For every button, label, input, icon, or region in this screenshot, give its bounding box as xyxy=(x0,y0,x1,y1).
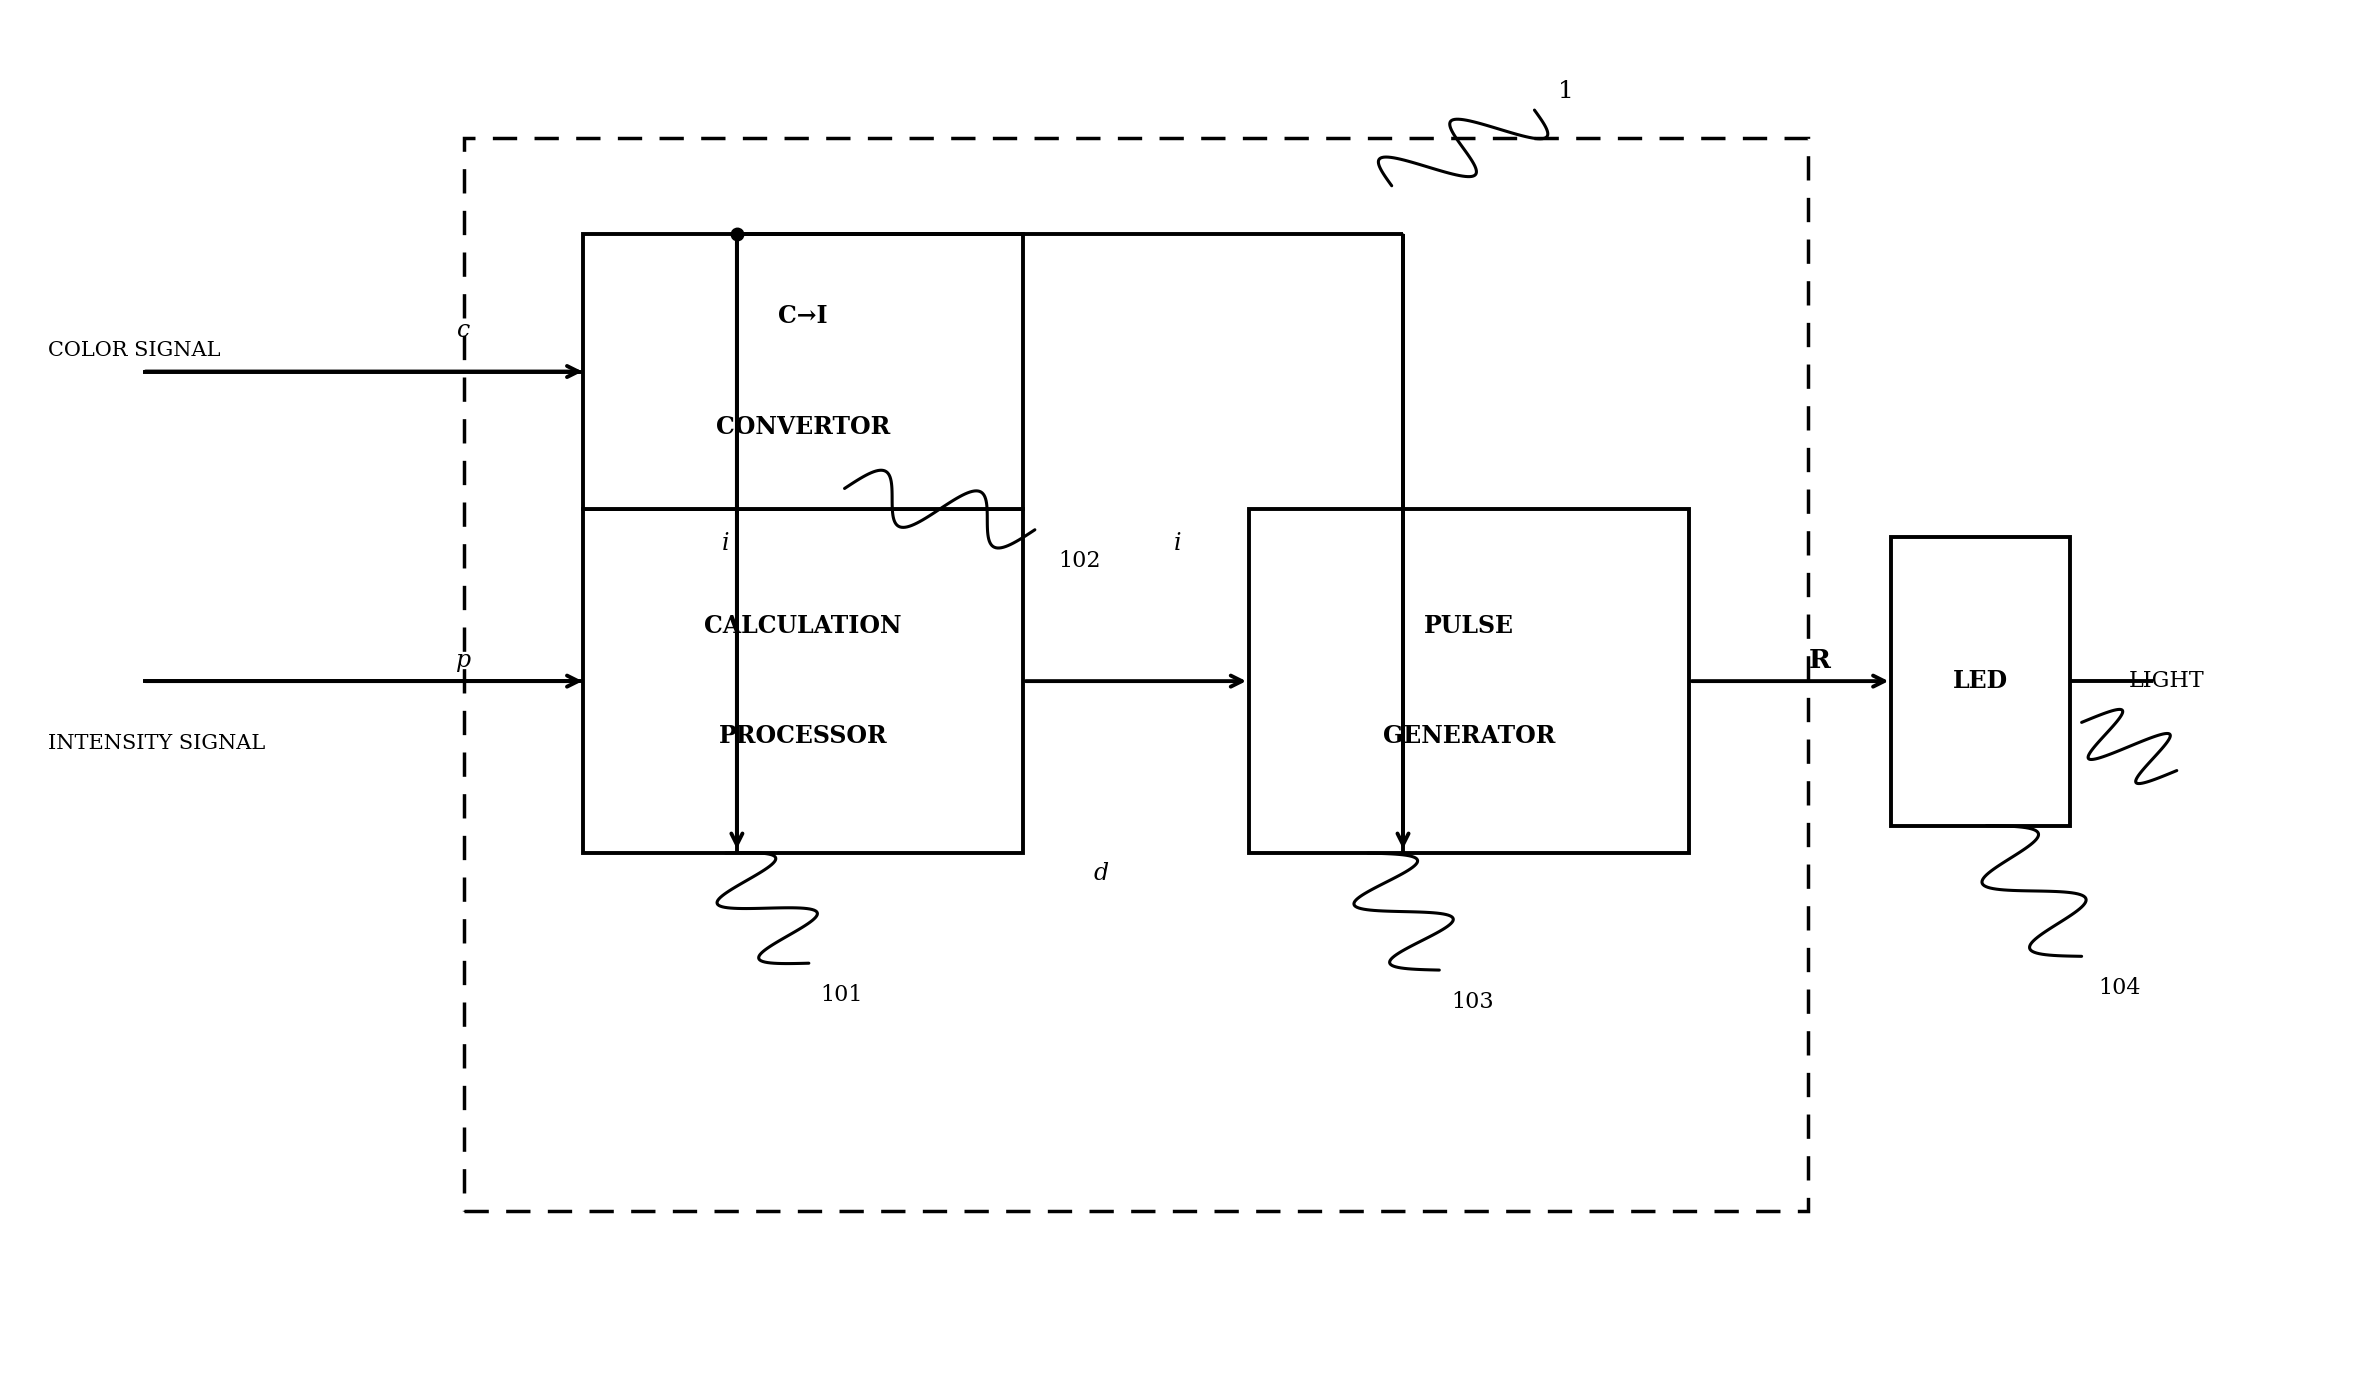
Bar xyxy=(464,138,1808,1211)
Text: CONVERTOR: CONVERTOR xyxy=(716,414,890,439)
Text: c: c xyxy=(457,319,471,341)
Bar xyxy=(583,234,1023,509)
Text: PULSE: PULSE xyxy=(1425,614,1513,638)
Text: LED: LED xyxy=(1953,669,2008,694)
Text: d: d xyxy=(1094,863,1109,885)
Text: INTENSITY SIGNAL: INTENSITY SIGNAL xyxy=(48,733,264,753)
Text: 104: 104 xyxy=(2098,977,2141,999)
Text: 102: 102 xyxy=(1059,550,1101,572)
Text: COLOR SIGNAL: COLOR SIGNAL xyxy=(48,341,221,361)
Text: PROCESSOR: PROCESSOR xyxy=(718,724,887,749)
Text: 101: 101 xyxy=(821,984,864,1006)
Text: C→I: C→I xyxy=(778,304,828,329)
Bar xyxy=(1891,537,2070,826)
Bar xyxy=(1249,509,1689,853)
Text: p: p xyxy=(457,649,471,671)
Text: GENERATOR: GENERATOR xyxy=(1382,724,1556,749)
Text: R: R xyxy=(1808,648,1832,673)
Text: 103: 103 xyxy=(1451,991,1494,1013)
Text: i: i xyxy=(721,533,730,555)
Text: CALCULATION: CALCULATION xyxy=(704,614,902,638)
Bar xyxy=(583,509,1023,853)
Text: i: i xyxy=(1173,533,1182,555)
Text: 1: 1 xyxy=(1558,80,1575,103)
Text: LIGHT: LIGHT xyxy=(2129,670,2205,692)
